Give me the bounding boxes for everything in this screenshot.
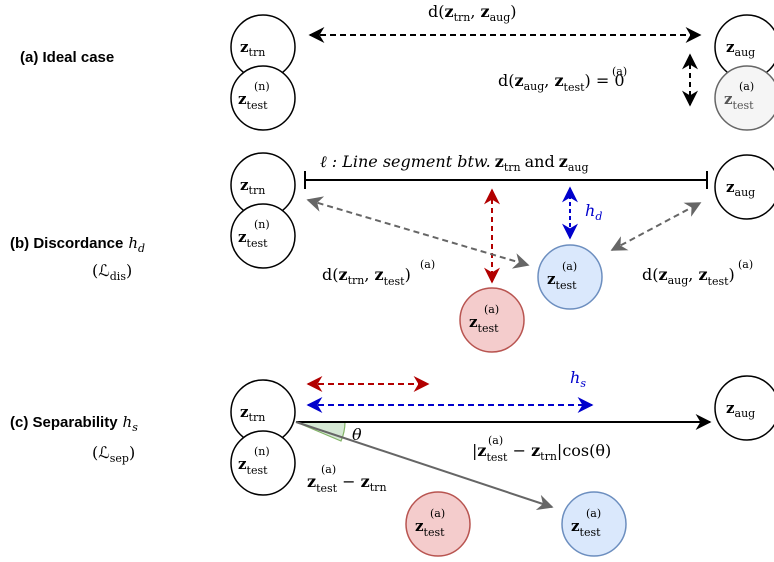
arrow-gray-aug-test (610, 202, 702, 251)
node-z-test-n-label: ztest (238, 228, 268, 250)
label-d-aug-test-sup: (a) (738, 258, 753, 271)
node-z-aug (714, 375, 774, 441)
node-z-test-a-blue-sup: (a) (562, 260, 577, 273)
label-d-trn-test: d(ztrn, ztest) (322, 265, 411, 288)
node-z-aug (714, 154, 774, 220)
node-z-test-n (230, 65, 296, 131)
label-d-trn-test-sup: (a) (420, 258, 435, 271)
label-d-aug-test-zero: d(zaug, ztest) = 0 (498, 71, 625, 94)
node-z-test-a-red-label: ztest (469, 313, 499, 335)
node-z-test-n (230, 203, 296, 269)
row-b-loss: (ℒdis) (92, 261, 132, 283)
node-z-test-n (230, 430, 296, 496)
node-z-test-a-red-sup: (a) (484, 303, 499, 316)
node-z-test-a-gray (714, 65, 774, 131)
row-b-label: (b) Discordance hd (10, 234, 145, 255)
node-z-test-a-blue (537, 244, 603, 310)
node-z-test-a-red-label: ztest (415, 517, 445, 539)
label-d-aug-test-sup: (a) (612, 65, 627, 78)
label-projection-sup: (a) (488, 434, 503, 447)
node-z-test-n-sup: (n) (254, 218, 270, 231)
row-c: (c) Separability hs (ℒsep) ztrn ztest (n)… (10, 368, 774, 557)
node-z-trn-label: ztrn (240, 403, 265, 424)
node-z-test-n-label: ztest (238, 90, 268, 112)
node-z-trn-label: ztrn (240, 176, 265, 197)
node-z-test-n-label: ztest (238, 455, 268, 477)
node-z-test-a-blue-label: ztest (571, 517, 601, 539)
row-c-label: (c) Separability hs (10, 413, 138, 434)
row-a-label: (a) Ideal case (20, 49, 114, 66)
label-hd: hd (585, 201, 602, 223)
arrow-gray-trn-test (306, 196, 530, 269)
node-z-test-a-blue-sup: (a) (586, 507, 601, 520)
arrow-gray-diff-vector (295, 421, 554, 511)
node-z-test-a-red-sup: (a) (430, 507, 445, 520)
node-z-aug-label: zaug (726, 38, 755, 59)
node-z-test-a-gray-sup: (a) (739, 80, 754, 93)
node-z-test-a-blue (561, 491, 627, 557)
label-line-segment: ℓ : Line segment btw. ztrn and zaug (320, 152, 589, 174)
node-z-test-a-blue-label: ztest (547, 270, 577, 292)
node-z-test-a-red (459, 287, 525, 353)
row-b: (b) Discordance hd (ℒdis) ztrn ztest (n) … (10, 152, 774, 353)
node-z-test-n-sup: (n) (254, 445, 270, 458)
node-z-trn-label: ztrn (240, 38, 265, 59)
label-projection: |ztest − ztrn|cos(θ) (472, 441, 611, 464)
label-d-trn-aug: d(ztrn, zaug) (428, 2, 517, 24)
node-z-test-n-sup: (n) (254, 80, 270, 93)
node-z-aug-label: zaug (726, 178, 755, 199)
node-z-test-a-gray-label: ztest (724, 90, 754, 112)
node-z-test-a-red (405, 491, 471, 557)
row-c-loss: (ℒsep) (92, 443, 135, 465)
label-d-aug-test: d(zaug, ztest) (642, 265, 735, 288)
label-diff-vector-sup: (a) (321, 463, 336, 476)
label-diff-vector: ztest − ztrn (307, 472, 387, 495)
row-a: (a) Ideal case ztrn ztest (n) zaug ztest… (20, 2, 774, 131)
node-z-aug-label: zaug (726, 399, 755, 420)
label-hs: hs (570, 368, 586, 390)
label-theta: θ (352, 425, 362, 444)
